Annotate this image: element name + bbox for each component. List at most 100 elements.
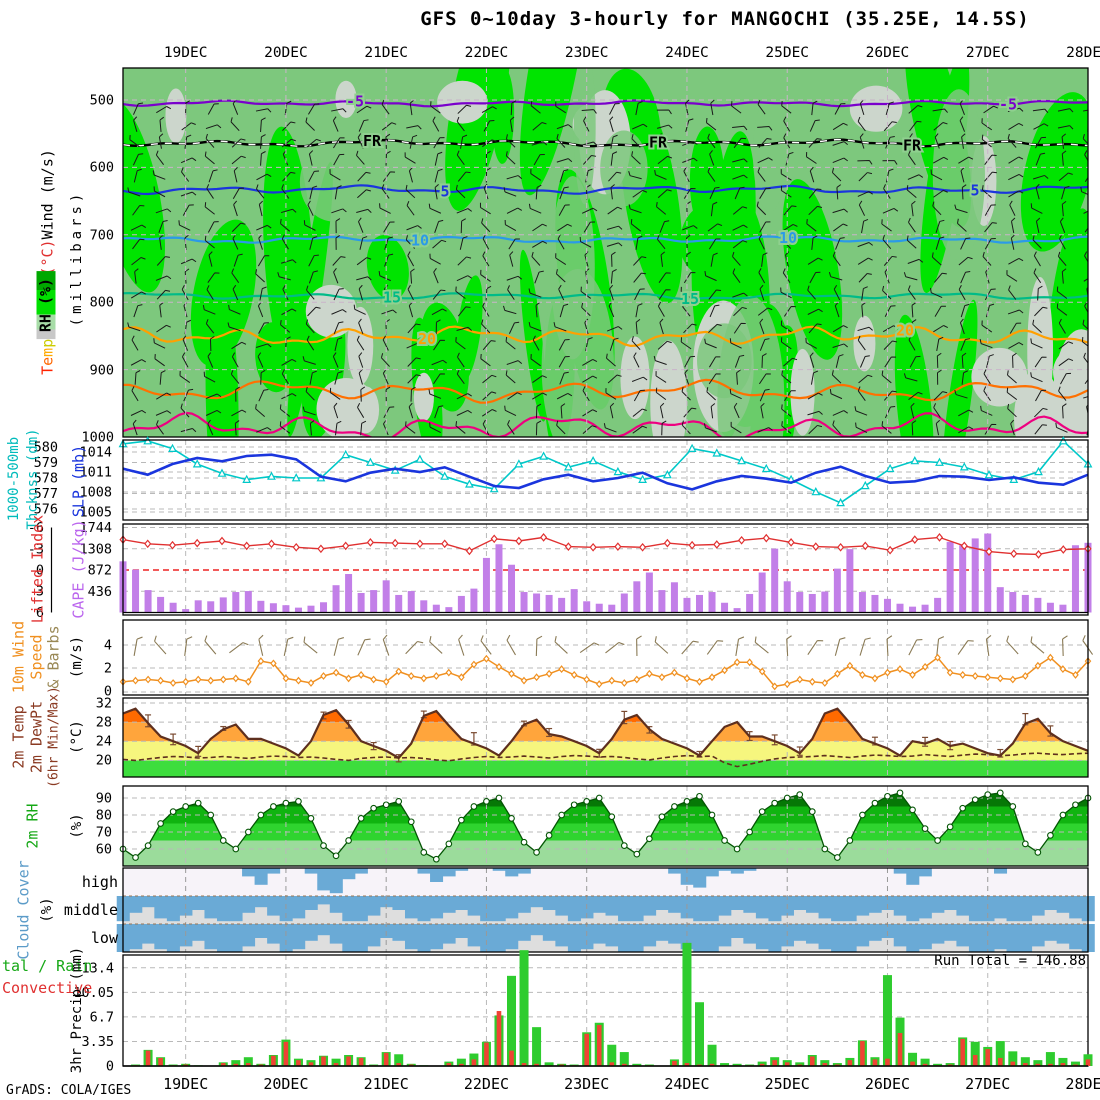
- svg-text:436: 436: [88, 584, 112, 600]
- svg-text:60: 60: [96, 842, 112, 858]
- svg-text:27DEC: 27DEC: [965, 1075, 1010, 1093]
- svg-text:32: 32: [96, 696, 112, 712]
- svg-text:6: 6: [36, 605, 44, 621]
- cloud-band-low-label: low: [90, 929, 118, 947]
- svg-text:23DEC: 23DEC: [564, 1075, 609, 1093]
- svg-text:25DEC: 25DEC: [765, 45, 809, 61]
- svg-text:0: 0: [104, 684, 112, 700]
- svg-text:6.7: 6.7: [90, 1009, 114, 1025]
- svg-text:1014: 1014: [79, 445, 112, 461]
- svg-text:20: 20: [896, 322, 914, 340]
- rh2m-unit-label: (%): [69, 813, 85, 839]
- svg-text:15: 15: [681, 290, 699, 308]
- svg-text:19DEC: 19DEC: [164, 45, 208, 61]
- svg-text:15: 15: [383, 289, 401, 307]
- svg-text:20DEC: 20DEC: [264, 45, 308, 61]
- wind10-label-2: Speed: [27, 634, 46, 680]
- upper-air-axis-label: Temperature(°C)Wind (m/s): [38, 149, 57, 375]
- svg-text:3.35: 3.35: [81, 1034, 114, 1050]
- svg-text:24DEC: 24DEC: [664, 1075, 709, 1093]
- svg-text:20: 20: [418, 330, 436, 348]
- svg-text:-3: -3: [28, 541, 44, 557]
- rh2m-label: 2m RH: [23, 803, 42, 849]
- svg-text:579: 579: [34, 455, 58, 471]
- millibars-axis-label: (millibars): [69, 189, 85, 327]
- temp2m-unit-label: (°C): [69, 720, 85, 754]
- svg-text:24DEC: 24DEC: [665, 45, 709, 61]
- svg-text:1011: 1011: [79, 465, 112, 481]
- svg-text:-6: -6: [28, 520, 44, 536]
- svg-text:4: 4: [104, 638, 112, 654]
- svg-text:1744: 1744: [79, 520, 112, 536]
- svg-text:1000: 1000: [81, 430, 114, 446]
- svg-text:0: 0: [106, 1059, 114, 1075]
- svg-text:22DEC: 22DEC: [464, 1075, 509, 1093]
- rain-convective-label: Convective: [2, 979, 93, 997]
- svg-text:1005: 1005: [79, 505, 112, 521]
- lifted-index-label: Lifted Index: [28, 514, 47, 624]
- svg-text:22DEC: 22DEC: [465, 45, 509, 61]
- svg-text:28DEC: 28DEC: [1065, 1075, 1100, 1093]
- wind10-label-3: & Barbs: [44, 625, 63, 689]
- rh-legend-swatch: RH (%): [36, 270, 56, 340]
- page-title: GFS 0~10day 3-hourly for MANGOCHI (35.25…: [420, 8, 1030, 30]
- svg-text:576: 576: [34, 502, 58, 518]
- wind10-label-1: 10m Wind: [9, 620, 28, 694]
- svg-text:80: 80: [96, 808, 112, 824]
- svg-text:1008: 1008: [79, 485, 112, 501]
- svg-text:10: 10: [411, 232, 429, 250]
- svg-text:500: 500: [90, 93, 114, 109]
- svg-text:900: 900: [90, 363, 114, 379]
- svg-text:FR: FR: [649, 134, 668, 152]
- svg-text:-5: -5: [346, 93, 364, 111]
- run-total-text: Run Total = 146.88: [934, 953, 1086, 969]
- svg-text:0: 0: [36, 563, 44, 579]
- svg-text:1308: 1308: [79, 541, 112, 557]
- wind-ms-label: Wind (m/s): [38, 149, 57, 240]
- svg-text:800: 800: [90, 295, 114, 311]
- svg-text:-5: -5: [999, 95, 1017, 113]
- svg-text:27DEC: 27DEC: [966, 45, 1010, 61]
- grads-credit: GrADS: COLA/IGES: [6, 1083, 132, 1098]
- svg-text:26DEC: 26DEC: [865, 1075, 910, 1093]
- svg-text:28: 28: [96, 715, 112, 731]
- svg-text:70: 70: [96, 825, 112, 841]
- svg-text:FR: FR: [363, 132, 382, 150]
- temp2m-label-3: (6hr Min/Max): [46, 686, 62, 788]
- svg-text:25DEC: 25DEC: [765, 1075, 810, 1093]
- cloud-band-high-label: high: [81, 873, 118, 891]
- svg-text:21DEC: 21DEC: [364, 1075, 409, 1093]
- svg-text:23DEC: 23DEC: [565, 45, 609, 61]
- svg-text:700: 700: [90, 228, 114, 244]
- svg-text:5: 5: [970, 181, 979, 199]
- svg-text:21DEC: 21DEC: [364, 45, 408, 61]
- temp-bands: [123, 708, 1088, 777]
- svg-text:20DEC: 20DEC: [263, 1075, 308, 1093]
- svg-text:90: 90: [96, 791, 112, 807]
- svg-text:577: 577: [34, 486, 58, 502]
- upper-air-panel: [123, 68, 1088, 437]
- svg-text:600: 600: [90, 160, 114, 176]
- svg-text:FR: FR: [903, 136, 922, 154]
- svg-text:10.05: 10.05: [73, 985, 114, 1001]
- svg-text:578: 578: [34, 471, 58, 487]
- precip-axis-label: 3hr Precip (mm): [69, 946, 85, 1074]
- cape-label: CAPE (J/kg): [69, 519, 88, 619]
- svg-text:2: 2: [104, 661, 112, 677]
- temp2m-label-1: 2m Temp: [9, 705, 28, 769]
- svg-text:24: 24: [96, 734, 112, 750]
- svg-text:10: 10: [779, 229, 797, 247]
- thickness-label-1: 1000-500mb: [6, 436, 22, 522]
- svg-text:28DEC: 28DEC: [1066, 45, 1100, 61]
- slp-label: SLP (mb): [69, 444, 88, 518]
- rain-total-label: tal / Rain: [2, 957, 93, 975]
- svg-text:580: 580: [34, 440, 58, 456]
- cloud-band-middle-label: middle: [63, 901, 118, 919]
- svg-text:20: 20: [96, 753, 112, 769]
- wind10-unit-label: (m/s): [69, 635, 85, 679]
- svg-text:19DEC: 19DEC: [163, 1075, 208, 1093]
- svg-text:872: 872: [88, 563, 112, 579]
- svg-text:13.4: 13.4: [81, 960, 114, 976]
